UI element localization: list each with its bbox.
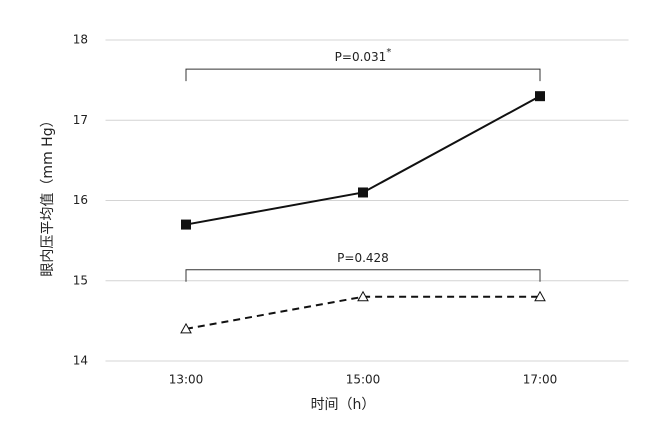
x-tick-label: 17:00 [523, 373, 558, 387]
significance-bracket [185, 269, 541, 282]
significance-bracket [185, 68, 541, 82]
marker-triangle [534, 290, 546, 302]
annotation-sup: * [386, 47, 391, 58]
x-tick-label: 13:00 [169, 373, 204, 387]
y-tick-label: 18 [73, 33, 88, 47]
annotation-text: P=0.428 [337, 250, 389, 264]
y-tick-label: 17 [73, 113, 88, 127]
series-line [185, 295, 540, 330]
marker-triangle [180, 322, 192, 334]
marker-square [358, 187, 368, 198]
marker-square [181, 219, 191, 230]
y-tick-label: 16 [73, 193, 88, 207]
y-axis-title: 眼内压平均值（mm Hg） [40, 113, 56, 276]
marker-square [535, 91, 545, 102]
series-line [185, 95, 541, 226]
y-tick-label: 15 [73, 273, 88, 287]
annotation: P=0.031* [335, 47, 392, 64]
x-tick-label: 15:00 [346, 373, 381, 387]
y-tick-label: 14 [73, 354, 88, 368]
x-axis-title: 时间（h） [311, 397, 376, 413]
annotation: P=0.428 [337, 250, 389, 264]
marker-triangle [357, 290, 369, 302]
annotation-text: P=0.031 [335, 50, 387, 64]
